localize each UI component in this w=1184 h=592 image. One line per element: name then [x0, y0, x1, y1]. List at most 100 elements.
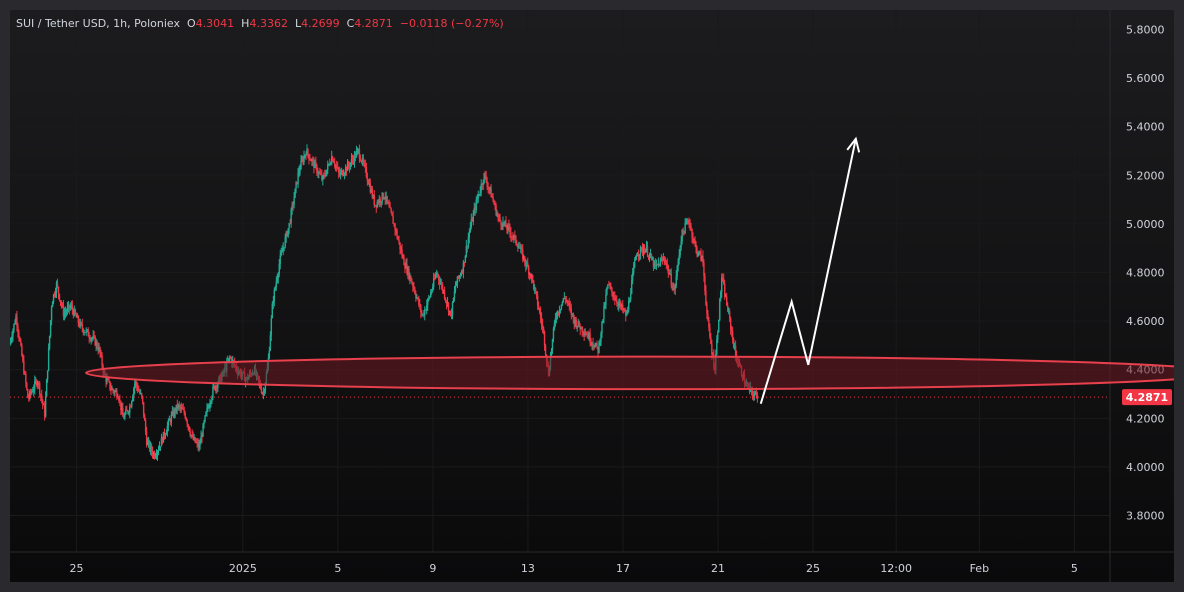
candle-body	[270, 318, 273, 336]
candle-body	[565, 299, 568, 301]
candle-body	[580, 326, 582, 330]
candle-body	[191, 434, 193, 436]
candle-body	[443, 290, 446, 299]
candle-body	[198, 445, 200, 448]
candle-body	[319, 172, 321, 174]
candle-body	[355, 151, 358, 158]
candle-body	[593, 345, 595, 348]
candle-body	[345, 167, 348, 171]
candle-body	[47, 348, 50, 371]
candle-body	[472, 213, 474, 222]
candle-body	[389, 207, 391, 209]
candle-body	[572, 313, 574, 318]
candle-body	[554, 318, 557, 323]
price-chart[interactable]: 3.80004.00004.20004.40004.60004.80005.00…	[10, 10, 1174, 582]
candle-body	[40, 395, 43, 400]
candle-body	[107, 378, 109, 380]
candle-body	[433, 278, 436, 280]
candle-body	[162, 431, 165, 443]
candle-body	[58, 293, 61, 301]
candle-body	[384, 197, 386, 200]
candle-body	[494, 204, 496, 206]
candle-body	[133, 388, 135, 397]
candle-body	[422, 314, 424, 316]
candle-body	[491, 197, 493, 199]
candle-body	[452, 297, 455, 303]
candle-body	[51, 301, 54, 308]
candle-body	[44, 396, 47, 417]
candle-body	[553, 322, 556, 329]
candle-body	[80, 322, 82, 325]
candle-body	[435, 273, 438, 276]
candle-body	[482, 182, 484, 186]
candle-body	[496, 214, 498, 216]
symbol-title[interactable]: SUI / Tether USD, 1h, Poloniex	[16, 17, 180, 30]
candle-body	[518, 247, 520, 249]
price-axis-tick-label: 5.4000	[1126, 121, 1165, 134]
candle-body	[564, 297, 567, 300]
candle-body	[298, 171, 300, 173]
chart-panel[interactable]: 3.80004.00004.20004.40004.60004.80005.00…	[10, 10, 1174, 582]
candle-body	[59, 300, 62, 303]
projection-path[interactable]	[759, 138, 857, 405]
price-axis-tick-label: 4.8000	[1126, 266, 1165, 279]
candle-body	[331, 156, 333, 164]
candle-body	[723, 279, 725, 285]
candle-body	[67, 304, 70, 308]
candle-body	[708, 319, 710, 328]
price-axis-tick-label: 5.0000	[1126, 218, 1165, 231]
candle-body	[469, 227, 472, 233]
candle-body	[458, 275, 461, 278]
candle-body	[164, 434, 167, 437]
candle-body	[625, 310, 627, 316]
candle-body	[373, 195, 375, 206]
candle-body	[386, 196, 388, 202]
candle-body	[490, 187, 492, 198]
candle-body	[583, 333, 585, 335]
candle-body	[722, 277, 724, 280]
candle-body	[321, 174, 323, 180]
candle-body	[695, 244, 697, 248]
candle-body	[604, 305, 606, 307]
candle-body	[408, 268, 410, 279]
candle-body	[282, 247, 284, 252]
candle-body	[634, 256, 637, 261]
candle-body	[416, 297, 418, 299]
candle-body	[629, 293, 632, 300]
candle-body	[407, 268, 409, 274]
candle-body	[394, 223, 396, 231]
candle-body	[26, 382, 28, 390]
candle-body	[691, 229, 693, 238]
candle-body	[176, 404, 178, 409]
candle-body	[93, 335, 95, 337]
candle-body	[109, 381, 111, 389]
candle-body	[434, 275, 437, 279]
candle-body	[112, 388, 114, 391]
candle-body	[385, 196, 387, 200]
candle-body	[651, 259, 654, 261]
price-axis-tick-label: 4.6000	[1126, 315, 1165, 328]
candle-body	[205, 411, 207, 416]
candle-body	[211, 397, 213, 402]
candle-body	[555, 317, 558, 319]
candle-body	[327, 164, 329, 170]
candle-body	[717, 332, 719, 340]
support-zone-ellipse[interactable]	[85, 355, 1174, 391]
candle-body	[643, 249, 646, 253]
candle-body	[328, 163, 330, 165]
candle-body	[431, 290, 433, 293]
candle-body	[202, 424, 204, 437]
candle-body	[512, 236, 514, 238]
candle-body	[628, 299, 631, 301]
candle-body	[167, 420, 170, 426]
candle-body	[756, 394, 759, 399]
candle-body	[340, 170, 343, 173]
candle-body	[36, 380, 38, 386]
candle-body	[524, 256, 526, 263]
candle-body	[138, 391, 141, 394]
candle-body	[303, 155, 305, 163]
price-axis-tick-label: 5.6000	[1126, 72, 1165, 85]
candle-body	[544, 345, 547, 355]
candle-body	[755, 392, 758, 395]
candle-body	[586, 334, 588, 336]
